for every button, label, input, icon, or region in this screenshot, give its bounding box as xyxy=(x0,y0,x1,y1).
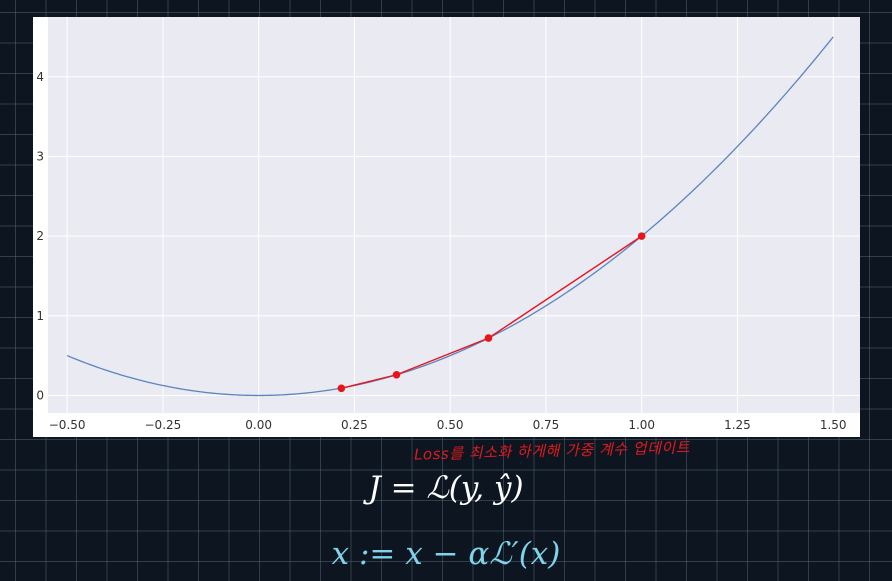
loss-curve-line xyxy=(66,36,834,397)
x-tick-label: 0.75 xyxy=(533,418,560,432)
x-tick-label: 0.25 xyxy=(341,418,368,432)
gradient-steps-series xyxy=(337,232,646,393)
gradient-step-path xyxy=(341,235,643,389)
x-tick-label: 1.00 xyxy=(628,418,655,432)
y-tick-label: 3 xyxy=(36,149,44,163)
loss-curve-chart: −0.50 −0.25 0.00 0.25 0.50 0.75 1.00 1.25 1.50 0… xyxy=(36,17,860,432)
x-tick-label: −0.50 xyxy=(49,418,86,432)
x-tick-label: −0.25 xyxy=(145,418,182,432)
y-tick-label: 0 xyxy=(36,388,44,402)
grid xyxy=(48,17,860,413)
y-tick-label: 4 xyxy=(36,70,44,84)
gradient-step-point xyxy=(637,232,646,240)
x-tick-label: 0.50 xyxy=(437,418,464,432)
x-tick-label: 1.50 xyxy=(820,418,847,432)
y-tick-label: 2 xyxy=(36,229,44,243)
gradient-step-point xyxy=(337,384,346,393)
x-tick-label: 0.00 xyxy=(245,418,272,432)
chart-panel: −0.50 −0.25 0.00 0.25 0.50 0.75 1.00 1.25 1.50 0… xyxy=(33,17,860,437)
loss-formula: J = ℒ(y, ŷ) xyxy=(368,470,524,506)
handwritten-annotation: Loss를 최소화 하게해 가중 계수 업데이트 xyxy=(413,438,691,464)
update-rule-formula: x := x − αℒ′(x) xyxy=(331,536,561,572)
gradient-step-point xyxy=(484,334,493,342)
plot-area xyxy=(48,17,860,413)
gradient-step-point xyxy=(392,370,401,379)
x-tick-label: 1.25 xyxy=(724,418,751,432)
y-axis-tick-labels: 0 1 2 3 4 xyxy=(36,70,44,403)
x-axis-tick-labels: −0.50 −0.25 0.00 0.25 0.50 0.75 1.00 1.25 1.50 xyxy=(49,418,847,432)
loss-curve-series xyxy=(66,36,834,397)
y-tick-label: 1 xyxy=(36,309,44,323)
